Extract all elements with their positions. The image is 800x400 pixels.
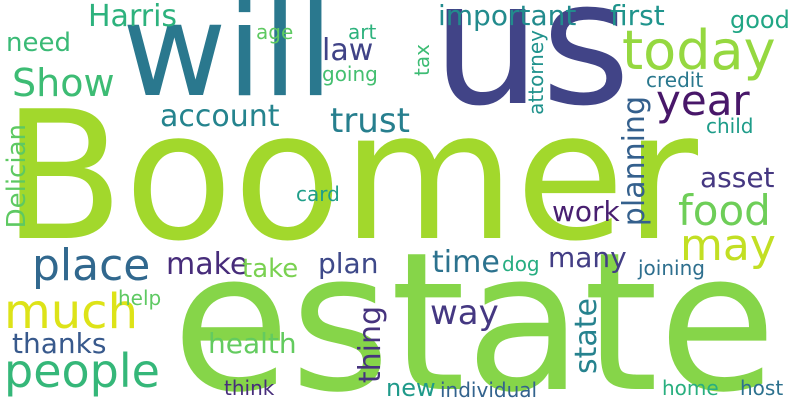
- word-may: may: [680, 220, 776, 271]
- word-going: going: [322, 62, 378, 86]
- word-will: will: [122, 0, 334, 126]
- word-time: time: [432, 245, 500, 280]
- word-year: year: [656, 76, 750, 125]
- word-law: law: [322, 33, 374, 68]
- word-way: way: [430, 293, 499, 333]
- word-much: much: [4, 284, 138, 340]
- word-need: need: [6, 28, 71, 58]
- word-planning: planning: [617, 96, 652, 227]
- word-trust: trust: [330, 101, 410, 141]
- word-people: people: [4, 344, 160, 398]
- word-home: home: [662, 376, 719, 400]
- word-many: many: [548, 241, 627, 274]
- word-today: today: [622, 19, 776, 82]
- word-account: account: [160, 99, 280, 134]
- word-estate: estate: [172, 212, 777, 400]
- word-thanks: thanks: [12, 327, 107, 360]
- word-dog: dog: [502, 252, 540, 276]
- word-place: place: [32, 240, 151, 291]
- word-health: health: [208, 327, 297, 360]
- word-plan: plan: [318, 247, 379, 280]
- word-state: state: [569, 298, 604, 374]
- word-make: make: [166, 247, 249, 282]
- word-boomer: Boomer: [2, 73, 699, 280]
- word-work: work: [552, 195, 620, 228]
- word-good: good: [730, 6, 790, 34]
- word-take: take: [242, 254, 299, 284]
- word-age: age: [256, 20, 294, 44]
- word-individual: individual: [440, 378, 538, 400]
- word-harris: Harris: [88, 0, 178, 34]
- word-credit: credit: [646, 68, 704, 92]
- word-new: new: [386, 374, 436, 400]
- word-important: important: [438, 0, 577, 32]
- word-joining: joining: [638, 256, 705, 280]
- word-show: Show: [12, 61, 115, 105]
- word-host: host: [740, 376, 784, 400]
- word-attorney: attorney: [524, 30, 548, 115]
- word-child: child: [706, 114, 754, 138]
- word-asset: asset: [700, 161, 775, 194]
- word-us: us: [432, 0, 631, 144]
- word-help: help: [118, 286, 162, 310]
- word-card: card: [296, 182, 340, 206]
- word-thing: thing: [353, 306, 388, 384]
- word-art: art: [348, 20, 377, 44]
- word-delician: Delician: [2, 124, 32, 229]
- word-food: food: [678, 186, 771, 235]
- word-think: think: [224, 376, 275, 400]
- word-tax: tax: [410, 44, 434, 76]
- word-first: first: [610, 0, 665, 32]
